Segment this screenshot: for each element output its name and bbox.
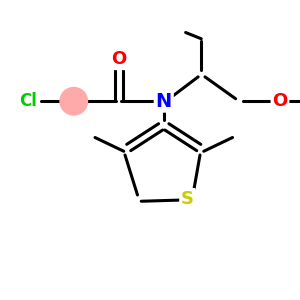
Text: O: O bbox=[111, 50, 126, 68]
Text: S: S bbox=[181, 190, 194, 208]
Text: N: N bbox=[156, 92, 172, 111]
Text: O: O bbox=[272, 92, 288, 110]
Text: S: S bbox=[181, 190, 194, 208]
Text: Cl: Cl bbox=[19, 92, 37, 110]
Text: O: O bbox=[111, 50, 126, 68]
Text: Cl: Cl bbox=[19, 92, 37, 110]
Text: O: O bbox=[272, 92, 288, 110]
Circle shape bbox=[60, 88, 88, 115]
Text: N: N bbox=[156, 92, 172, 111]
